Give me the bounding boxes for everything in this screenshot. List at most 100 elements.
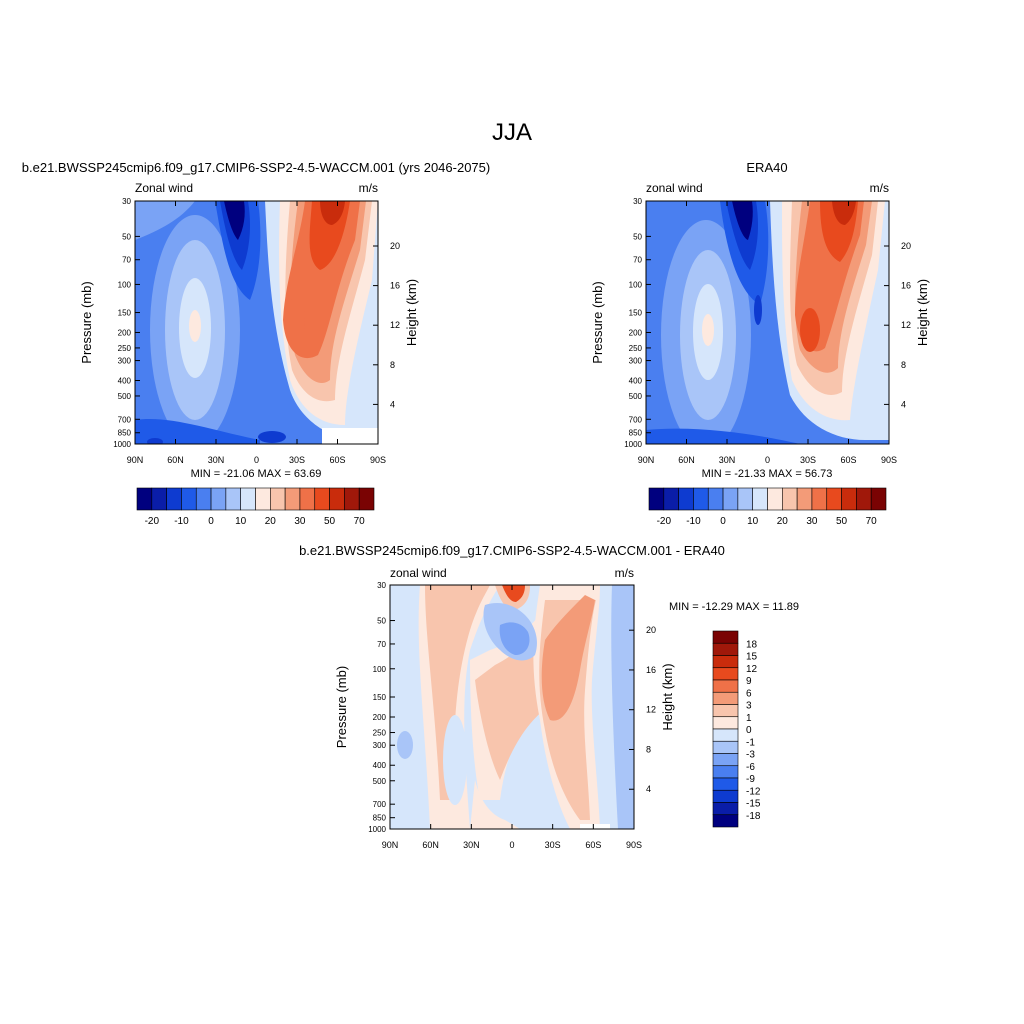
y-right-tick-label: 20 bbox=[646, 625, 656, 635]
colorbar-label: 20 bbox=[265, 516, 277, 527]
colorbar-swatch bbox=[712, 667, 739, 681]
y-tick-label: 850 bbox=[629, 429, 643, 438]
colorbar-swatch bbox=[712, 765, 739, 779]
colorbar-swatch bbox=[255, 487, 271, 511]
y-tick-label: 70 bbox=[377, 640, 386, 649]
colorbar-swatch bbox=[693, 487, 709, 511]
x-tick-label: 90N bbox=[127, 455, 144, 465]
x-tick-label: 30N bbox=[463, 840, 480, 850]
y-tick-label: 700 bbox=[629, 415, 643, 424]
variable-label: Zonal wind bbox=[135, 181, 193, 195]
y-tick-label: 250 bbox=[118, 344, 132, 353]
y-right-tick-label: 8 bbox=[901, 360, 906, 370]
colorbar-label: -1 bbox=[746, 737, 755, 748]
x-tick-label: 90N bbox=[638, 455, 655, 465]
colorbar-label: -20 bbox=[657, 516, 672, 527]
y-right-tick-label: 8 bbox=[390, 360, 395, 370]
colorbar-swatch bbox=[712, 789, 739, 803]
y-tick-label: 100 bbox=[118, 280, 132, 289]
y-tick-label: 30 bbox=[122, 197, 131, 206]
min-max-label: MIN = -21.33 MAX = 56.73 bbox=[702, 468, 833, 480]
colorbar-swatch bbox=[136, 487, 153, 511]
colorbar-swatch bbox=[648, 487, 665, 511]
x-tick-label: 30S bbox=[800, 455, 816, 465]
colorbar-label: 50 bbox=[324, 516, 336, 527]
panel-title: b.e21.BWSSP245cmip6.f09_g17.CMIP6-SSP2-4… bbox=[22, 160, 490, 175]
y-tick-label: 70 bbox=[633, 256, 642, 265]
colorbar-swatch bbox=[712, 679, 739, 693]
x-tick-label: 60S bbox=[840, 455, 856, 465]
colorbar-swatch bbox=[712, 753, 739, 767]
colorbar-label: -10 bbox=[174, 516, 189, 527]
colorbar-label: 30 bbox=[294, 516, 306, 527]
x-tick-label: 30N bbox=[719, 455, 736, 465]
y-right-tick-label: 12 bbox=[646, 705, 656, 715]
colorbar-label: 1 bbox=[746, 713, 752, 724]
y-right-tick-label: 16 bbox=[901, 281, 911, 291]
colorbar-label: -9 bbox=[746, 774, 755, 785]
colorbar-swatch bbox=[712, 691, 739, 705]
colorbar-label: 70 bbox=[866, 516, 878, 527]
colorbar-label: 10 bbox=[235, 516, 247, 527]
y-axis-label: Pressure (mb) bbox=[79, 281, 94, 363]
y-tick-label: 850 bbox=[118, 429, 132, 438]
colorbar-label: -20 bbox=[145, 516, 160, 527]
y-tick-label: 70 bbox=[122, 256, 131, 265]
colorbar-label: 18 bbox=[746, 639, 758, 650]
colorbar-swatch bbox=[712, 716, 739, 730]
colorbar-label: 9 bbox=[746, 676, 752, 687]
y-tick-label: 500 bbox=[373, 777, 387, 786]
panel-diff: b.e21.BWSSP245cmip6.f09_g17.CMIP6-SSP2-4… bbox=[299, 543, 799, 850]
colorbar-swatch bbox=[856, 487, 872, 511]
colorbar-swatch bbox=[707, 487, 724, 511]
colorbar-label: 0 bbox=[720, 516, 726, 527]
colorbar-swatch bbox=[712, 777, 739, 791]
colorbar-swatch bbox=[712, 655, 739, 669]
y-tick-label: 50 bbox=[122, 232, 131, 241]
colorbar-swatch bbox=[210, 487, 227, 511]
y-right-tick-label: 4 bbox=[901, 399, 906, 409]
axes: 90N 60N 30N 0 30S 60S 90S 30 50 70 100 150 200 250 300… bbox=[79, 197, 419, 465]
colorbar-swatch bbox=[712, 728, 739, 742]
y-tick-label: 50 bbox=[377, 617, 386, 626]
x-tick-label: 90S bbox=[626, 840, 642, 850]
colorbar-swatch bbox=[225, 487, 241, 511]
y-tick-label: 700 bbox=[373, 800, 387, 809]
y-tick-label: 500 bbox=[629, 392, 643, 401]
y-right-tick-label: 20 bbox=[901, 241, 911, 251]
colorbar-label: 12 bbox=[746, 664, 758, 675]
colorbar-swatch bbox=[358, 487, 375, 511]
y-right-tick-label: 4 bbox=[390, 399, 395, 409]
y-right-axis-label: Height (km) bbox=[660, 663, 675, 730]
axes: 90N 60N 30N 0 30S 60S 90S 30 50 70 100 150 200 250 300… bbox=[334, 581, 675, 850]
y-tick-label: 1000 bbox=[113, 440, 131, 449]
x-tick-label: 90N bbox=[382, 840, 399, 850]
colorbar-swatch bbox=[299, 487, 316, 511]
colorbar: -20 -10 0 10 20 30 50 70 bbox=[136, 487, 375, 527]
y-tick-label: 400 bbox=[118, 377, 132, 386]
y-axis-label: Pressure (mb) bbox=[590, 281, 605, 363]
y-tick-label: 150 bbox=[629, 309, 643, 318]
units-label: m/s bbox=[615, 566, 634, 580]
colorbar-swatch bbox=[712, 814, 739, 828]
colorbar-swatch bbox=[712, 740, 739, 754]
colorbar-swatch bbox=[240, 487, 256, 511]
y-tick-label: 200 bbox=[373, 713, 387, 722]
contour-field bbox=[135, 201, 378, 444]
variable-label: zonal wind bbox=[646, 181, 703, 195]
colorbar-swatch bbox=[722, 487, 739, 511]
colorbar-label: 3 bbox=[746, 701, 752, 712]
colorbar-label: -12 bbox=[746, 786, 761, 797]
y-right-axis-label: Height (km) bbox=[404, 279, 419, 346]
colorbar-swatch bbox=[796, 487, 813, 511]
colorbar-label: -18 bbox=[746, 811, 761, 822]
colorbar-label: 0 bbox=[746, 725, 752, 736]
colorbar-swatch bbox=[712, 630, 739, 644]
colorbar-label: -10 bbox=[686, 516, 701, 527]
colorbar-swatch bbox=[782, 487, 798, 511]
y-tick-label: 150 bbox=[118, 309, 132, 318]
y-right-tick-label: 12 bbox=[390, 320, 400, 330]
y-tick-label: 100 bbox=[373, 665, 387, 674]
min-max-label: MIN = -12.29 MAX = 11.89 bbox=[669, 601, 799, 613]
colorbar-label: 10 bbox=[747, 516, 759, 527]
